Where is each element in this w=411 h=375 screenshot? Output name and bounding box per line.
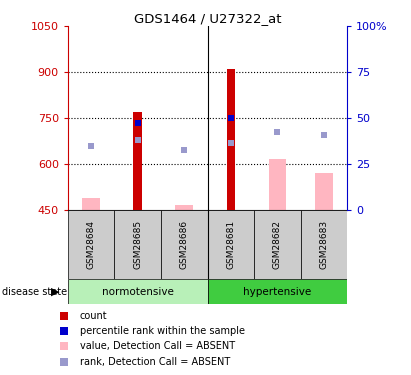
Title: GDS1464 / U27322_at: GDS1464 / U27322_at <box>134 12 281 25</box>
Bar <box>301 210 347 279</box>
Text: count: count <box>80 311 108 321</box>
Text: percentile rank within the sample: percentile rank within the sample <box>80 326 245 336</box>
Text: GSM28686: GSM28686 <box>180 220 189 269</box>
Bar <box>82 198 100 210</box>
Text: hypertensive: hypertensive <box>243 286 312 297</box>
Text: GSM28684: GSM28684 <box>87 220 96 269</box>
Bar <box>315 173 333 210</box>
Text: rank, Detection Call = ABSENT: rank, Detection Call = ABSENT <box>80 357 230 367</box>
Text: GSM28681: GSM28681 <box>226 220 236 269</box>
Bar <box>134 112 142 210</box>
Text: GSM28683: GSM28683 <box>319 220 328 269</box>
Text: normotensive: normotensive <box>102 286 173 297</box>
Bar <box>208 210 254 279</box>
Bar <box>208 279 347 304</box>
Bar <box>68 210 114 279</box>
Text: GSM28682: GSM28682 <box>273 220 282 269</box>
Text: disease state: disease state <box>2 286 67 297</box>
Bar <box>226 69 235 210</box>
Bar <box>68 279 208 304</box>
Bar <box>175 206 193 210</box>
Text: GSM28685: GSM28685 <box>133 220 142 269</box>
Bar <box>254 210 301 279</box>
Text: ▶: ▶ <box>51 286 60 297</box>
Bar <box>161 210 208 279</box>
Bar <box>114 210 161 279</box>
Bar <box>268 159 286 210</box>
Text: value, Detection Call = ABSENT: value, Detection Call = ABSENT <box>80 340 235 351</box>
